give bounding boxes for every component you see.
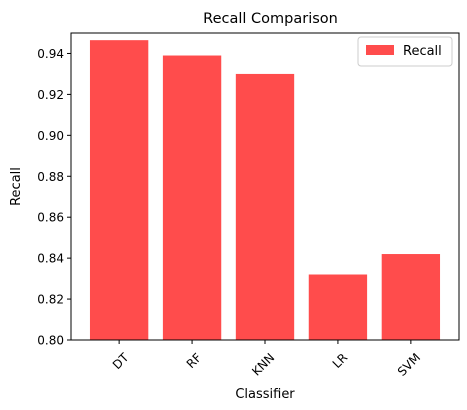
y-tick-label: 0.84 bbox=[37, 252, 64, 266]
plot-frame bbox=[70, 32, 460, 341]
x-tick-label: LR bbox=[330, 350, 351, 371]
bars-group bbox=[89, 40, 441, 341]
legend-swatch bbox=[366, 45, 394, 55]
bar-dt bbox=[89, 40, 149, 341]
y-tick-label: 0.80 bbox=[37, 334, 64, 348]
x-tick-label: KNN bbox=[249, 350, 277, 378]
bar-knn bbox=[235, 73, 295, 340]
legend-label: Recall bbox=[403, 44, 442, 59]
bar-svm bbox=[381, 254, 441, 340]
y-tick-label: 0.92 bbox=[37, 88, 64, 102]
y-tick-label: 0.90 bbox=[37, 129, 64, 143]
y-tick-label: 0.88 bbox=[37, 170, 64, 184]
x-tick-label: SVM bbox=[395, 350, 423, 378]
y-tick-label: 0.94 bbox=[37, 47, 64, 61]
y-axis: 0.80 0.82 0.84 0.86 0.88 0.90 0.92 0.94 bbox=[37, 47, 71, 348]
y-tick-label: 0.86 bbox=[37, 211, 64, 225]
x-axis: DT RF KNN LR SVM bbox=[110, 340, 423, 379]
x-tick-label: DT bbox=[110, 350, 132, 372]
x-axis-label: Classifier bbox=[235, 387, 295, 402]
bar-lr bbox=[308, 274, 368, 340]
legend-box bbox=[357, 36, 453, 67]
y-axis-label: Recall bbox=[9, 167, 24, 206]
x-tick-label: RF bbox=[184, 350, 205, 371]
legend: Recall bbox=[357, 36, 453, 67]
chart-title: Recall Comparison bbox=[203, 11, 338, 27]
bar-rf bbox=[162, 55, 222, 340]
y-tick-label: 0.82 bbox=[37, 293, 64, 307]
